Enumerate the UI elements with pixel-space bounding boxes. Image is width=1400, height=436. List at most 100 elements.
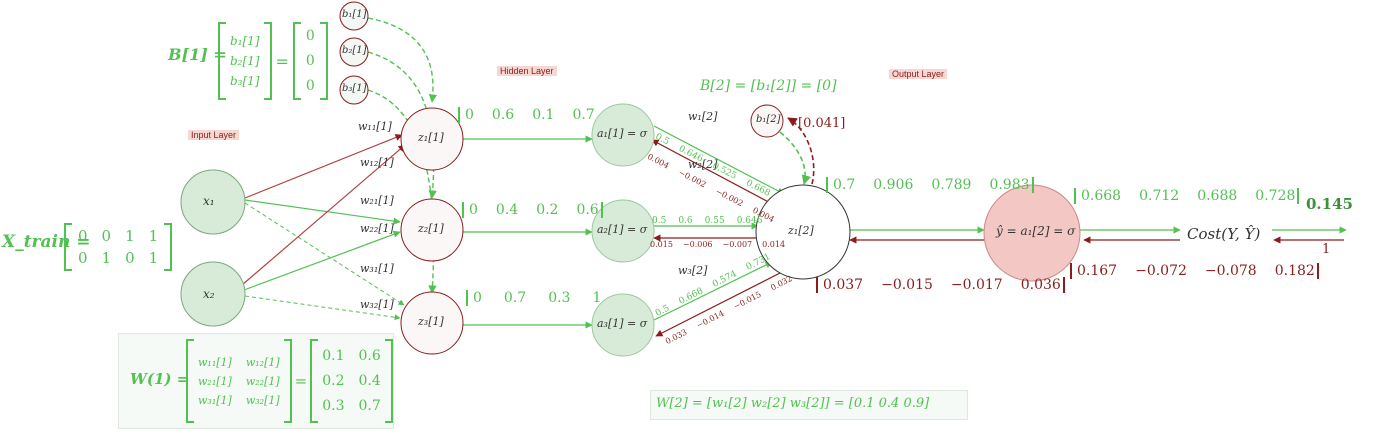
node-bout-circle — [750, 104, 784, 138]
node-z2-circle — [400, 198, 464, 262]
weight-w32-label: w₃₂[1] — [360, 298, 394, 311]
zout-gradient: 0.037 −0.015 −0.017 0.036 — [816, 277, 1065, 293]
w1-value: 0.1 — [322, 348, 345, 364]
weight-w2-2-label: w₂[2] — [688, 158, 718, 171]
node-b3-circle — [339, 75, 369, 105]
w1-value: 0.7 — [358, 398, 381, 414]
edge-b1-z1 — [367, 17, 438, 103]
xtrain-cell: 1 — [125, 227, 135, 245]
w1-symbol: w₂₂[1] — [245, 374, 280, 388]
xtrain-cell: 0 — [125, 249, 135, 267]
w1-value: 0.4 — [358, 373, 381, 389]
b1-value-1: 0 — [305, 28, 315, 44]
edge-x1-z1 — [244, 134, 403, 199]
edge-x2-z1 — [241, 144, 406, 286]
w1-symbol: w₂₁[1] — [198, 374, 232, 388]
z3-value: 0 — [473, 290, 482, 306]
z2-value: 0.4 — [495, 202, 519, 218]
b1-value-3: 0 — [305, 78, 315, 94]
yhat-value: 0.728 — [1255, 188, 1296, 204]
w1-symbol: w₃₁[1] — [198, 393, 232, 407]
edge-x1-z2 — [244, 199, 401, 225]
node-b1-label: b₁[1] — [342, 9, 367, 20]
xtrain-cell: 1 — [148, 227, 159, 245]
node-a2-circle — [591, 199, 655, 263]
xtrain-cell: 1 — [148, 249, 159, 267]
xtrain-cell: 0 — [101, 227, 112, 245]
a2-backward-edge-values: 0.015 −0.006 −0.007 0.014 — [650, 240, 785, 249]
z2-values: 0 0.4 0.2 0.6 — [462, 202, 603, 218]
zout-value: 0.789 — [931, 177, 972, 193]
xtrain-matrix-name: X_train = — [2, 232, 91, 252]
z3-values: 0 0.7 0.3 1 — [466, 290, 601, 306]
edge-x1-z3 — [244, 202, 405, 306]
node-x1-circle — [180, 169, 246, 235]
node-a3-circle — [591, 293, 655, 357]
z2-value: 0.2 — [536, 202, 559, 218]
zout-value: 0.906 — [873, 177, 914, 193]
output-layer-label: Output Layer — [889, 69, 948, 79]
z1-value: 0 — [465, 107, 474, 123]
node-z3-label: z₃[1] — [418, 315, 444, 328]
b1-symbol-1: b₁[1] — [230, 34, 260, 48]
z1-values: 0 0.6 0.1 0.7 — [458, 107, 595, 123]
xtrain-row-2: 0 1 0 1 — [78, 249, 158, 267]
b1-equals: = — [275, 51, 289, 71]
a2-edge-value: 0.646 — [736, 216, 763, 226]
z1-value: 0.1 — [532, 107, 555, 123]
node-z1-label: z₁[1] — [418, 131, 444, 144]
weight-w11-label: w₁₁[1] — [358, 120, 392, 133]
z3-value: 0.7 — [503, 290, 527, 306]
yhat-grad-value: −0.072 — [1135, 263, 1187, 279]
xtrain-row-1: 0 0 1 1 — [78, 227, 158, 245]
a2-grad-value: −0.006 — [682, 240, 713, 249]
edge-x2-z3 — [244, 295, 401, 321]
node-yhat-label: ŷ = a₁[2] = σ — [996, 224, 1076, 238]
weight-w1-2-label: w₁[2] — [688, 110, 718, 123]
edge-b2-z2 — [367, 51, 437, 199]
xtrain-cell: 1 — [101, 249, 112, 267]
yhat-values: 0.668 0.712 0.688 0.728 — [1074, 188, 1300, 204]
yhat-gradient: 0.167 −0.072 −0.078 0.182 — [1070, 263, 1319, 279]
yhat-value: 0.712 — [1139, 188, 1180, 204]
zout-grad-value: −0.017 — [950, 277, 1003, 293]
z1-value: 0.7 — [572, 107, 595, 123]
node-a3-label: a₃[1] = σ — [597, 317, 648, 330]
edge-zout-a1 — [651, 139, 777, 207]
node-z1-circle — [400, 107, 464, 171]
edge-a1-zout — [653, 125, 785, 195]
node-x2-circle — [180, 261, 246, 327]
a2-grad-value: 0.014 — [762, 240, 786, 249]
node-x1-label: x₁ — [203, 194, 215, 208]
z3-value: 1 — [592, 290, 602, 306]
edge-a3-zout — [653, 261, 773, 321]
w1-symbol: w₁₂[1] — [245, 355, 280, 369]
b1-symbol-3: b₃[1] — [230, 74, 260, 88]
zout-grad-value: −0.015 — [881, 277, 933, 293]
w1-matrix-name: W(1) = — [130, 370, 190, 388]
zout-value: 0.7 — [833, 177, 856, 193]
weight-w21-label: w₂₁[1] — [360, 194, 394, 207]
w1-symbol: w₁₁[1] — [198, 355, 232, 369]
b1-symbol-2: b₂[1] — [230, 54, 260, 68]
cost-gradient: 1 — [1322, 242, 1331, 257]
a2-grad-value: −0.007 — [722, 240, 753, 249]
zout-value: 0.983 — [989, 177, 1030, 193]
cost-value: 0.145 — [1306, 195, 1353, 213]
w2-matrix-box — [650, 390, 968, 420]
a2-forward-edge-values: 0.5 0.6 0.55 0.646 — [652, 216, 762, 226]
node-z3-circle — [400, 291, 464, 355]
a2-grad-value: 0.015 — [650, 240, 673, 249]
yhat-value: 0.668 — [1081, 188, 1122, 204]
z2-value: 0.6 — [576, 202, 599, 218]
xtrain-cell: 0 — [78, 227, 88, 245]
edge-zout-a3 — [655, 271, 783, 337]
yhat-grad-value: −0.078 — [1204, 263, 1257, 279]
node-x2-label: x₂ — [203, 287, 215, 301]
zout-grad-value: 0.036 — [1020, 277, 1061, 293]
w1-value: 0.2 — [322, 373, 345, 389]
node-b3-label: b₃[1] — [342, 83, 367, 94]
weight-w31-label: w₃₁[1] — [360, 262, 394, 275]
z3-value: 0.3 — [548, 290, 571, 306]
